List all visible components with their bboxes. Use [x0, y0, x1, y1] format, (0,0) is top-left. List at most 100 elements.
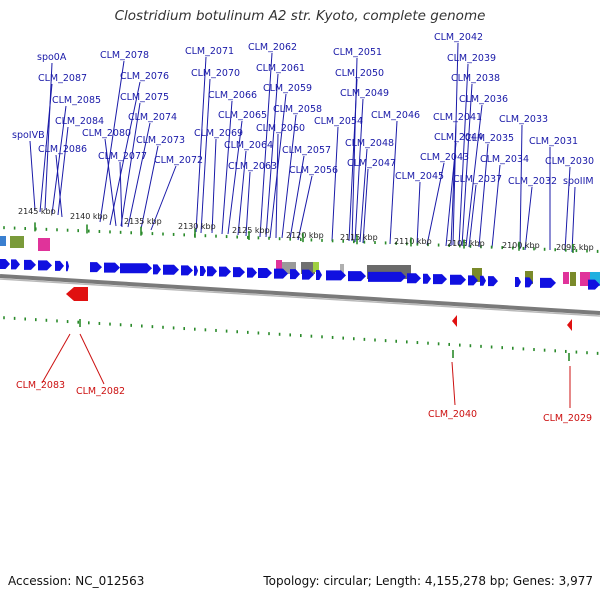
- forward-label-leader: [348, 78, 358, 242]
- kbp-label: 2125 kbp: [232, 226, 270, 235]
- forward-gene-arrow: [326, 270, 346, 281]
- forward-label-leader: [104, 138, 117, 227]
- forward-gene-arrow: [488, 276, 498, 287]
- kbp-scale-labels: 2145 kbp 2140 kbp 2135 kbp 2130 kbp 2125 kbp…: [18, 207, 594, 253]
- gene-label-forward: CLM_2051: [333, 47, 382, 58]
- forward-gene-arrow: [0, 259, 10, 269]
- genome-backbone-shadow: [0, 278, 600, 317]
- feature-block: [276, 260, 282, 272]
- gene-label-forward: CLM_2087: [38, 73, 87, 84]
- forward-gene-arrow: [90, 262, 102, 273]
- feature-block: [38, 238, 50, 251]
- gene-label-forward: CLM_2078: [100, 50, 149, 61]
- forward-gene-arrow: [194, 265, 198, 276]
- gene-label-forward: CLM_2042: [434, 32, 483, 43]
- gene-label-forward: CLM_2070: [191, 68, 240, 79]
- forward-gene-arrow: [450, 274, 466, 285]
- forward-label-leader: [259, 52, 273, 238]
- gene-label-forward: CLM_2060: [256, 123, 305, 134]
- forward-gene-arrow: [480, 275, 486, 286]
- forward-label-leader: [331, 126, 339, 242]
- gene-label-forward: CLM_2043: [420, 152, 469, 163]
- gene-label-forward: CLM_2034: [480, 154, 529, 165]
- forward-gene-arrow: [468, 275, 478, 286]
- forward-label-leader: [55, 154, 63, 218]
- forward-label-leaders: [29, 42, 576, 253]
- forward-label-leader: [211, 138, 217, 234]
- forward-label-leader: [39, 83, 53, 213]
- gene-label-forward: CLM_2033: [499, 114, 548, 125]
- forward-label-leader: [426, 162, 445, 246]
- forward-gene-arrow: [24, 259, 36, 270]
- forward-label-leader: [195, 56, 207, 233]
- forward-gene-arrow: [515, 277, 521, 288]
- gene-label-forward: CLM_2071: [185, 46, 234, 57]
- gene-label-forward: CLM_2038: [451, 73, 500, 84]
- forward-gene-arrow: [348, 271, 366, 282]
- forward-gene-arrow: [181, 265, 193, 276]
- gene-label-forward: CLM_2074: [128, 112, 177, 123]
- forward-gene-arrow: [207, 266, 217, 277]
- feature-block: [563, 272, 569, 284]
- gene-label-forward: CLM_2039: [447, 53, 496, 64]
- gene-label-forward: CLM_2054: [314, 116, 363, 127]
- gene-label-forward: CLM_2080: [82, 128, 131, 139]
- forward-label-leader: [571, 186, 576, 253]
- reverse-gene-arrow: [452, 315, 457, 327]
- gene-label-forward: CLM_2037: [453, 174, 502, 185]
- feature-block: [0, 236, 6, 246]
- gene-label-reverse: CLM_2082: [76, 386, 125, 397]
- gene-label-forward: CLM_2046: [371, 110, 420, 121]
- gene-label-forward: CLM_2057: [282, 145, 331, 156]
- kbp-label: 2120 kbp: [286, 231, 324, 240]
- gene-label-forward: CLM_2030: [545, 156, 594, 167]
- forward-label-leader: [445, 142, 457, 247]
- gene-label-forward: CLM_2063: [228, 161, 277, 172]
- kbp-label: 2130 kbp: [178, 222, 216, 231]
- forward-label-leader: [297, 175, 313, 241]
- gene-label-forward: CLM_2075: [120, 92, 169, 103]
- reverse-label-leaders: [41, 333, 571, 408]
- forward-label-leader: [468, 184, 477, 248]
- forward-gene-arrow: [11, 259, 20, 270]
- gene-label-forward: spoIVB: [12, 130, 45, 141]
- gene-label-forward: CLM_2045: [395, 171, 444, 182]
- forward-label-leader: [140, 145, 159, 230]
- forward-label-leader: [478, 143, 489, 248]
- forward-label-leader: [200, 78, 211, 234]
- gene-label-forward: CLM_2032: [508, 176, 557, 187]
- gene-label-reverse: CLM_2029: [543, 413, 592, 424]
- forward-label-leader: [29, 140, 36, 211]
- gene-label-forward: CLM_2065: [218, 110, 267, 121]
- forward-gene-arrow: [66, 261, 69, 272]
- feature-block: [10, 236, 24, 248]
- forward-label-leader: [458, 63, 469, 247]
- gene-label-forward: CLM_2064: [224, 140, 273, 151]
- forward-label-leader: [51, 105, 67, 215]
- forward-gene-arrow: [120, 263, 152, 274]
- forward-label-leader: [44, 62, 53, 211]
- forward-gene-arrow: [233, 267, 245, 278]
- forward-gene-arrow: [302, 269, 314, 280]
- gene-label-forward: CLM_2048: [345, 138, 394, 149]
- forward-label-leader: [127, 122, 151, 228]
- accession-text: Accession: NC_012563: [8, 574, 145, 588]
- reverse-label-leader: [41, 333, 71, 384]
- forward-gene-arrow: [163, 264, 179, 275]
- forward-label-leader: [99, 60, 125, 223]
- forward-gene-arrow: [219, 266, 231, 277]
- forward-gene-arrow: [423, 273, 431, 284]
- forward-label-leader: [281, 114, 297, 239]
- reverse-label-leader: [451, 361, 456, 406]
- reverse-gene-arrow: [66, 287, 88, 301]
- forward-gene-arrow: [274, 268, 288, 279]
- gene-label-forward: CLM_2044: [434, 132, 483, 143]
- kbp-label: 2095 kbp: [556, 243, 594, 252]
- forward-label-leader: [119, 161, 123, 228]
- forward-gene-arrow: [38, 260, 52, 271]
- reverse-gene-labels: CLM_2083 CLM_2082 CLM_2040 CLM_2029: [16, 380, 592, 424]
- forward-label-leader: [416, 181, 421, 246]
- gene-label-forward: CLM_2066: [208, 90, 257, 101]
- forward-label-leader: [237, 150, 247, 236]
